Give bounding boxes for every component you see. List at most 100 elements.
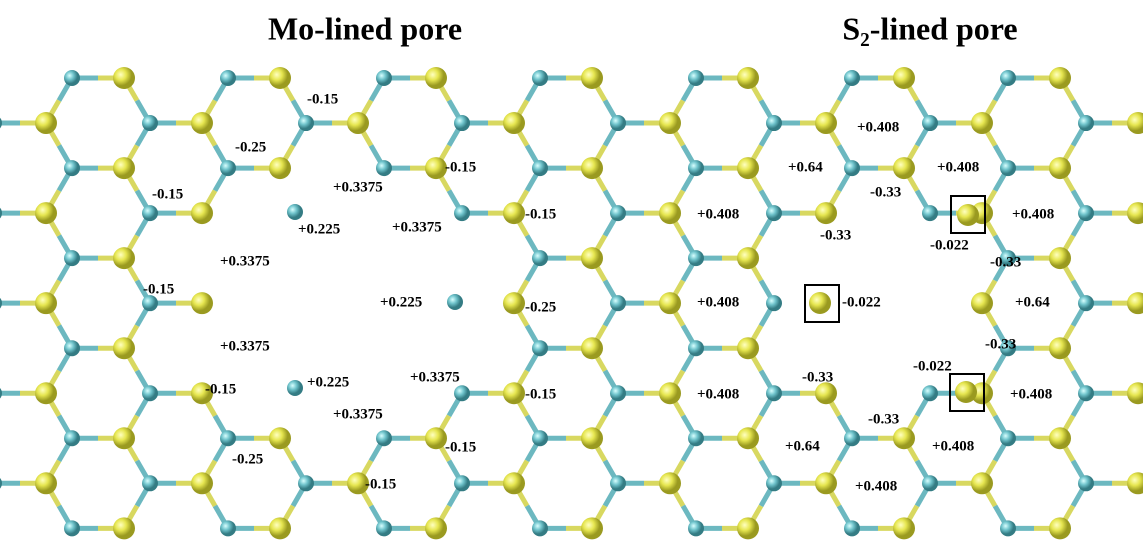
charge-label: +0.408 (932, 438, 974, 454)
s-atom (113, 337, 135, 360)
charge-label: +0.408 (857, 119, 899, 135)
charge-label: +0.225 (380, 294, 422, 310)
mo-atom (376, 430, 392, 447)
mo-atom (1000, 340, 1016, 357)
charge-label: +0.3375 (392, 219, 442, 235)
mo-atom (688, 70, 704, 86)
charge-label: -0.33 (802, 369, 833, 385)
s-atom (35, 292, 57, 315)
mo-atom (0, 207, 2, 219)
mo-atom (766, 115, 782, 132)
mo-atom (1078, 385, 1094, 402)
s-atom (191, 202, 213, 225)
s-atom (893, 427, 915, 450)
s-atom (113, 517, 135, 540)
s-atom (737, 157, 759, 180)
s-atom (737, 67, 759, 89)
s-atom (659, 202, 681, 225)
s-atom (191, 292, 213, 315)
s-atom (971, 382, 993, 405)
mo-atom (0, 387, 2, 399)
mo-atom (766, 295, 782, 312)
s-atom (503, 382, 525, 405)
mo-atom (766, 205, 782, 222)
charge-label: -0.022 (913, 358, 952, 374)
s-atom (737, 517, 759, 540)
highlight-box (950, 195, 986, 234)
charge-label: +0.3375 (410, 369, 460, 385)
s-atom (737, 247, 759, 270)
mo-atom (610, 115, 626, 132)
mo-atom (0, 478, 2, 489)
mo-atom (532, 250, 548, 267)
charge-label: +0.225 (307, 374, 349, 390)
s-atom (1049, 337, 1071, 360)
mo-atom (1078, 115, 1094, 132)
mo-atom (298, 475, 314, 492)
s-atom (893, 67, 915, 89)
mo-atom (1000, 70, 1016, 86)
mo-atom (688, 160, 704, 177)
highlight-box (949, 373, 985, 412)
mo-atom (287, 380, 303, 396)
charge-label: +0.3375 (220, 338, 270, 354)
mo-atom (376, 160, 392, 177)
mo-atom (844, 520, 860, 537)
s-atom (815, 112, 837, 135)
s-atom (35, 472, 57, 495)
mo-atom (64, 70, 80, 86)
mo-atom (376, 520, 392, 537)
charge-label: +0.3375 (220, 253, 270, 269)
s-atom (957, 204, 979, 226)
mo-atom (220, 160, 236, 177)
s-atom (269, 517, 291, 540)
charge-label: -0.33 (870, 184, 901, 200)
mo-atom (1078, 475, 1094, 492)
mo-atom (142, 205, 158, 222)
mo-atom (844, 70, 860, 86)
s-atom (971, 472, 993, 495)
s-atom (35, 112, 57, 135)
s-atom (1127, 382, 1143, 405)
charge-label: +0.408 (697, 206, 739, 222)
charge-label: +0.408 (937, 159, 979, 175)
s-atom (425, 427, 447, 450)
s-atom (503, 202, 525, 225)
panel-title: S₂-lined pore (842, 10, 1017, 46)
mo-atom (610, 295, 626, 312)
s-atom (971, 112, 993, 135)
charge-label: +0.408 (1010, 386, 1052, 402)
s-atom (191, 382, 213, 405)
charge-label: +0.408 (697, 386, 739, 402)
s-atom (425, 157, 447, 180)
mo-atom (844, 160, 860, 177)
mo-atom (142, 295, 158, 312)
lattice (0, 67, 1143, 540)
mo-atom (287, 204, 303, 220)
charge-label: -0.25 (235, 139, 266, 155)
s-atom (815, 382, 837, 405)
s-atom (1127, 112, 1143, 135)
mo-atom (532, 70, 548, 86)
charge-label: -0.15 (445, 159, 476, 175)
s-atom (503, 472, 525, 495)
charge-label: +0.408 (697, 294, 739, 310)
s-atom (971, 292, 993, 315)
mo-atom (922, 385, 938, 402)
mo-atom (766, 475, 782, 492)
charge-label: -0.15 (365, 476, 396, 492)
s-atom (113, 67, 135, 89)
mo-atom (688, 250, 704, 267)
charge-label: -0.15 (445, 439, 476, 455)
mo-atom (688, 340, 704, 357)
s-atom (581, 67, 603, 89)
s-atom (191, 472, 213, 495)
charge-label: +0.64 (785, 438, 820, 454)
charge-label: -0.15 (525, 206, 556, 222)
s-atom (581, 337, 603, 360)
charge-label: -0.25 (232, 451, 263, 467)
mo-atom (376, 70, 392, 86)
charge-label: -0.15 (205, 381, 236, 397)
mo-atom (610, 205, 626, 222)
s-atom (659, 382, 681, 405)
